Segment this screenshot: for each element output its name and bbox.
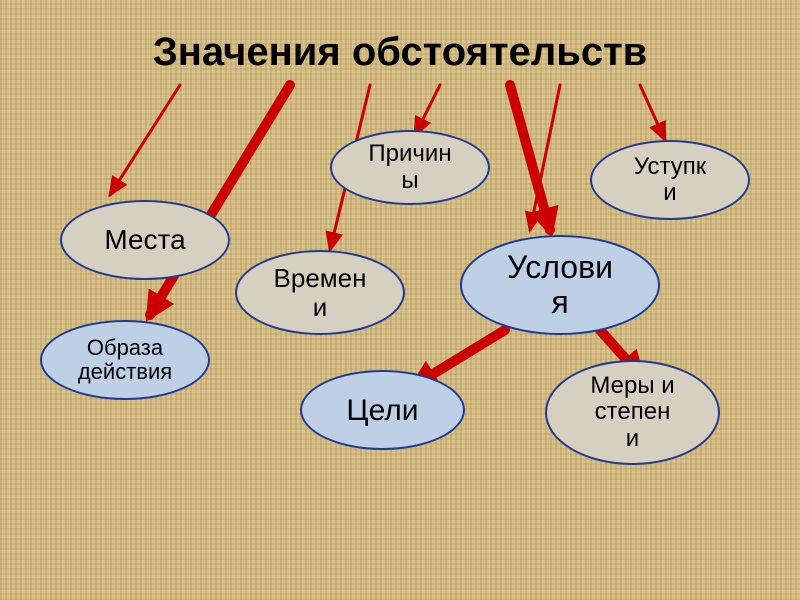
node-vremeni: Времени [235, 250, 405, 335]
node-mery: Меры истепени [545, 360, 720, 465]
node-prichiny: Причины [330, 130, 490, 205]
node-obraza: Образадействия [40, 320, 210, 400]
node-ustupki: Уступки [590, 140, 750, 220]
diagram-title: Значения обстоятельств [0, 30, 800, 75]
node-usloviya: Условия [460, 235, 660, 335]
node-mesta: Места [60, 200, 230, 280]
diagram-stage: Значения обстоятельств Места Причины Уст… [0, 0, 800, 600]
node-celi: Цели [300, 370, 465, 450]
